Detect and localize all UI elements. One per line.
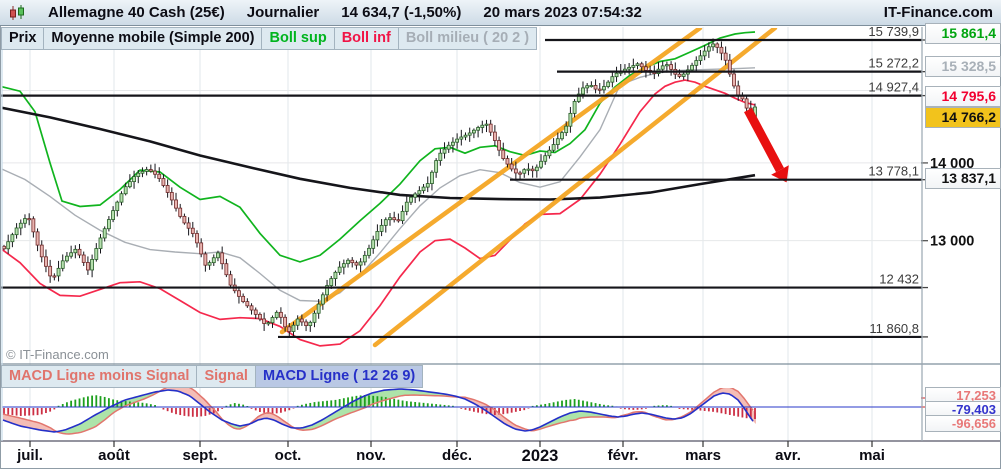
- value-box: 15 861,4: [925, 23, 1001, 44]
- value-box: 14 766,2: [925, 107, 1001, 128]
- legend-item[interactable]: Boll sup: [262, 27, 335, 50]
- legend-item[interactable]: Boll milieu ( 20 2 ): [398, 27, 538, 50]
- legend-item[interactable]: MACD Ligne ( 12 26 9): [255, 365, 424, 388]
- legend-item[interactable]: Prix: [1, 27, 45, 50]
- title-bar: Allemagne 40 Cash (25€) Journalier 14 63…: [0, 0, 1001, 26]
- axis-month-label: avr.: [775, 447, 801, 464]
- svg-text:13 778,1: 13 778,1: [868, 164, 919, 179]
- datetime-label: 20 mars 2023 07:54:32: [483, 4, 642, 21]
- legend-item[interactable]: Moyenne mobile (Simple 200): [44, 27, 263, 50]
- axis-month-label: août: [98, 447, 130, 464]
- svg-text:14 000: 14 000: [930, 156, 974, 172]
- macd-value-box: -96,656: [925, 415, 1001, 432]
- axis-month-label: mai: [859, 447, 885, 464]
- svg-text:12 432: 12 432: [879, 272, 919, 287]
- axis-month-label: févr.: [607, 447, 639, 464]
- svg-text:11 860,8: 11 860,8: [869, 321, 919, 336]
- svg-text:15 739,9: 15 739,9: [868, 24, 919, 39]
- legend-item[interactable]: Boll inf: [334, 27, 399, 50]
- axis-month-label: 2023: [521, 447, 559, 465]
- brand-link[interactable]: IT-Finance.com: [883, 4, 993, 21]
- value-box: 14 795,6: [925, 86, 1001, 107]
- svg-text:13 000: 13 000: [930, 234, 974, 250]
- chart-watermark: © IT-Finance.com: [6, 347, 109, 362]
- last-price-change: 14 634,7 (-1,50%): [341, 4, 462, 21]
- axis-month-label: déc.: [441, 447, 473, 464]
- axis-month-label: mars: [685, 447, 721, 464]
- value-box: 15 328,5: [925, 56, 1001, 77]
- price-legend: Prix Moyenne mobile (Simple 200) Boll sup B…: [1, 27, 538, 50]
- axis-month-label: oct.: [274, 447, 302, 464]
- candles-icon: [8, 4, 26, 21]
- timeframe-label: Journalier: [246, 4, 320, 21]
- value-box: 13 837,1: [925, 168, 1001, 189]
- axis-month-label: juil.: [17, 447, 43, 464]
- macd-value-box: 17,253: [925, 387, 1001, 404]
- macd-legend: MACD Ligne moins Signal Signal MACD Ligne …: [1, 365, 424, 388]
- svg-text:15 272,2: 15 272,2: [868, 56, 919, 71]
- instrument-title: Allemagne 40 Cash (25€): [48, 4, 225, 21]
- svg-text:14 927,4: 14 927,4: [868, 80, 919, 95]
- axis-month-label: nov.: [356, 447, 386, 464]
- axis-month-label: sept.: [182, 447, 218, 464]
- legend-item[interactable]: MACD Ligne moins Signal: [1, 365, 198, 388]
- legend-item[interactable]: Signal: [197, 365, 256, 388]
